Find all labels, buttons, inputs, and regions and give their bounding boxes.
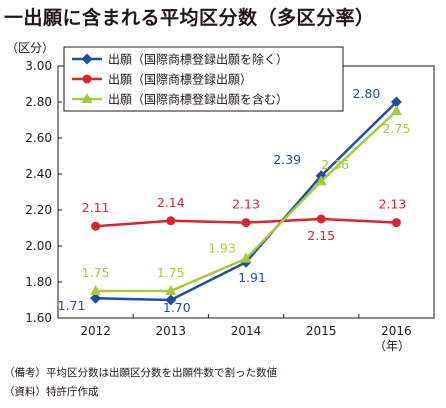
data-label: 2.11 [82, 200, 110, 215]
series-point-marker [82, 74, 92, 84]
series-point-marker [81, 93, 93, 103]
data-label: 2.13 [232, 197, 260, 212]
series-labels-0: 1.71 1.70 1.91 2.39 2.80 [58, 86, 381, 315]
y-tick-label: 3.00 [25, 59, 52, 73]
chart-title: 一出願に含まれる平均区分数（多区分率） [4, 7, 375, 29]
remark-note: （備考）平均区分数は出願区分数を出願件数で割った数値 [4, 367, 277, 379]
series-point-marker [241, 218, 251, 228]
y-tick-label: 2.20 [25, 203, 52, 217]
series-point-marker [240, 252, 252, 263]
y-axis-label: （区分） [6, 41, 54, 55]
x-tick-label: 2013 [156, 324, 187, 338]
data-label: 2.13 [378, 197, 406, 212]
series-point-marker [166, 216, 176, 226]
x-tick-label: 2015 [306, 324, 337, 338]
series-point-marker [165, 294, 177, 306]
legend-entry: 出願（国際商標登録出願） [108, 72, 252, 87]
x-axis-unit: （年） [374, 339, 410, 353]
data-label: 1.70 [163, 300, 191, 315]
data-label: 1.75 [157, 265, 185, 280]
data-label: 2.80 [352, 86, 380, 101]
legend-box [63, 46, 344, 112]
data-label: 1.93 [208, 241, 236, 256]
data-label: 2.39 [273, 152, 301, 167]
legend: 出願（国際商標登録出願を除く） 出願（国際商標登録出願） 出願（国際商標登録出願を含… [63, 46, 344, 112]
series-point-marker [390, 105, 402, 115]
data-label: 2.15 [307, 228, 335, 243]
data-label: 2.14 [157, 195, 185, 210]
series-point-marker [315, 175, 327, 186]
series-labels-1: 2.11 2.14 2.13 2.15 2.13 [82, 195, 407, 243]
series-2 [90, 105, 402, 295]
y-tick-label: 2.60 [25, 131, 52, 145]
series-labels-2: 1.75 1.75 1.93 2.36 2.75 [82, 121, 411, 280]
data-label: 2.75 [382, 121, 410, 136]
data-label: 2.36 [321, 157, 349, 172]
y-tick-label: 1.80 [25, 275, 52, 289]
y-tick-label: 2.00 [25, 239, 52, 253]
x-tick-label: 2012 [80, 324, 111, 338]
source-note: （資料）特許庁作成 [4, 386, 99, 398]
y-tick-label: 2.40 [25, 167, 52, 181]
series-point-marker [90, 285, 102, 295]
series-1 [91, 214, 401, 231]
x-tick-label: 2014 [231, 324, 262, 338]
series-point-marker [81, 53, 93, 65]
x-tick-label: 2016 [381, 324, 412, 338]
legend-entry: 出願（国際商標登録出願を含む） [108, 92, 288, 107]
series-point-marker [165, 285, 177, 295]
series-point-marker [391, 218, 401, 228]
data-label: 1.91 [238, 270, 266, 285]
series-point-marker [90, 292, 102, 304]
series-point-marker [390, 96, 402, 108]
data-label: 1.75 [82, 265, 110, 280]
legend-entry: 出願（国際商標登録出願を除く） [108, 52, 288, 67]
y-tick-label: 1.60 [25, 311, 52, 325]
footnotes: （備考）平均区分数は出願区分数を出願件数で割った数値 （資料）特許庁作成 [4, 364, 277, 402]
series-point-marker [91, 221, 101, 231]
y-tick-label: 2.80 [25, 95, 52, 109]
series-point-marker [316, 214, 326, 224]
data-label: 1.71 [58, 298, 86, 313]
